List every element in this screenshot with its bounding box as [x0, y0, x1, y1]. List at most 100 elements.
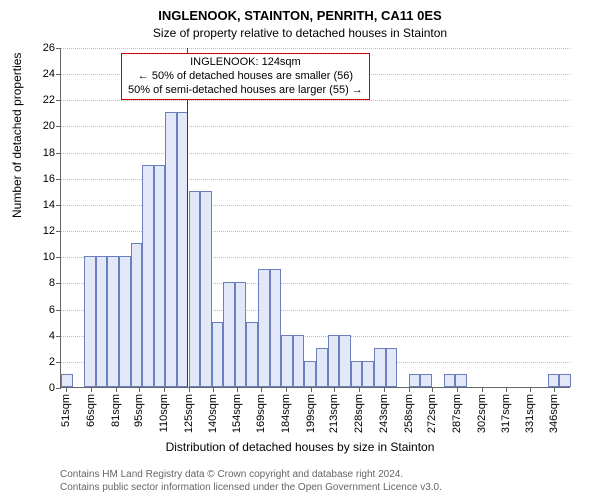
- chart-container: INGLENOOK, STAINTON, PENRITH, CA11 0ES S…: [0, 0, 600, 500]
- xtick-mark: [506, 387, 507, 392]
- histogram-bar: [316, 348, 328, 387]
- xtick-label: 331sqm: [524, 394, 536, 433]
- ytick-mark: [56, 126, 61, 127]
- ytick-mark: [56, 48, 61, 49]
- histogram-bar: [84, 256, 96, 387]
- xtick-mark: [164, 387, 165, 392]
- chart-title-line1: INGLENOOK, STAINTON, PENRITH, CA11 0ES: [0, 8, 600, 23]
- footer-line2: Contains public sector information licen…: [60, 481, 442, 494]
- xtick-label: 199sqm: [305, 394, 317, 433]
- xtick-mark: [261, 387, 262, 392]
- histogram-bar: [154, 165, 166, 387]
- histogram-bar: [362, 361, 374, 387]
- histogram-bar: [223, 282, 235, 387]
- histogram-bar: [200, 191, 212, 387]
- annotation-line3: 50% of semi-detached houses are larger (…: [128, 84, 363, 98]
- xtick-label: 287sqm: [451, 394, 463, 433]
- histogram-bar: [548, 374, 560, 387]
- histogram-bar: [339, 335, 351, 387]
- ytick-mark: [56, 179, 61, 180]
- xtick-label: 51sqm: [60, 394, 72, 427]
- xtick-label: 66sqm: [85, 394, 97, 427]
- xtick-mark: [189, 387, 190, 392]
- histogram-bar: [96, 256, 108, 387]
- ytick-label: 26: [43, 42, 55, 54]
- gridline: [61, 205, 570, 206]
- histogram-bar: [420, 374, 432, 387]
- gridline: [61, 126, 570, 127]
- histogram-bar: [189, 191, 201, 387]
- xtick-mark: [530, 387, 531, 392]
- xtick-label: 243sqm: [378, 394, 390, 433]
- xtick-mark: [457, 387, 458, 392]
- gridline: [61, 179, 570, 180]
- histogram-bar: [293, 335, 305, 387]
- xtick-label: 125sqm: [183, 394, 195, 433]
- ytick-label: 0: [49, 382, 55, 394]
- gridline: [61, 48, 570, 49]
- histogram-bar: [246, 322, 258, 387]
- ytick-mark: [56, 153, 61, 154]
- chart-title-line2: Size of property relative to detached ho…: [0, 26, 600, 40]
- histogram-bar: [142, 165, 154, 387]
- ytick-mark: [56, 74, 61, 75]
- ytick-label: 8: [49, 277, 55, 289]
- annotation-line2: ← 50% of detached houses are smaller (56…: [128, 70, 363, 84]
- histogram-bar: [131, 243, 143, 387]
- ytick-label: 16: [43, 173, 55, 185]
- histogram-bar: [258, 269, 270, 387]
- histogram-bar: [351, 361, 363, 387]
- xtick-mark: [482, 387, 483, 392]
- ytick-mark: [56, 310, 61, 311]
- ytick-mark: [56, 231, 61, 232]
- xtick-label: 110sqm: [158, 394, 170, 432]
- ytick-label: 22: [43, 94, 55, 106]
- xtick-label: 81sqm: [110, 394, 122, 427]
- xtick-mark: [116, 387, 117, 392]
- histogram-bar: [212, 322, 224, 387]
- histogram-bar: [107, 256, 119, 387]
- ytick-mark: [56, 283, 61, 284]
- xtick-mark: [384, 387, 385, 392]
- ytick-mark: [56, 205, 61, 206]
- ytick-label: 2: [49, 356, 55, 368]
- ytick-label: 6: [49, 304, 55, 316]
- annotation-box: INGLENOOK: 124sqm← 50% of detached house…: [121, 53, 370, 100]
- histogram-bar: [270, 269, 282, 387]
- footer-line1: Contains HM Land Registry data © Crown c…: [60, 468, 442, 481]
- ytick-label: 18: [43, 147, 55, 159]
- xtick-mark: [554, 387, 555, 392]
- xtick-label: 317sqm: [500, 394, 512, 433]
- xtick-mark: [359, 387, 360, 392]
- xtick-mark: [91, 387, 92, 392]
- xtick-label: 140sqm: [207, 394, 219, 433]
- histogram-bar: [281, 335, 293, 387]
- ytick-label: 4: [49, 330, 55, 342]
- ytick-mark: [56, 336, 61, 337]
- annotation-line1: INGLENOOK: 124sqm: [128, 56, 363, 70]
- histogram-bar: [386, 348, 398, 387]
- ytick-mark: [56, 100, 61, 101]
- footer-attribution: Contains HM Land Registry data © Crown c…: [60, 468, 442, 494]
- xtick-label: 154sqm: [231, 394, 243, 433]
- xtick-label: 302sqm: [476, 394, 488, 433]
- histogram-bar: [61, 374, 73, 387]
- xtick-mark: [286, 387, 287, 392]
- xtick-label: 184sqm: [280, 394, 292, 433]
- gridline: [61, 100, 570, 101]
- ytick-label: 12: [43, 225, 55, 237]
- xtick-mark: [66, 387, 67, 392]
- y-axis-label: Number of detached properties: [10, 53, 24, 218]
- histogram-bar: [559, 374, 571, 387]
- histogram-bar: [374, 348, 386, 387]
- xtick-label: 272sqm: [426, 394, 438, 433]
- xtick-label: 169sqm: [255, 394, 267, 433]
- ytick-label: 24: [43, 68, 55, 80]
- plot-area: 0246810121416182022242651sqm66sqm81sqm95…: [60, 48, 570, 388]
- ytick-label: 10: [43, 251, 55, 263]
- histogram-bar: [304, 361, 316, 387]
- xtick-mark: [311, 387, 312, 392]
- xtick-mark: [334, 387, 335, 392]
- xtick-mark: [139, 387, 140, 392]
- histogram-bar: [444, 374, 456, 387]
